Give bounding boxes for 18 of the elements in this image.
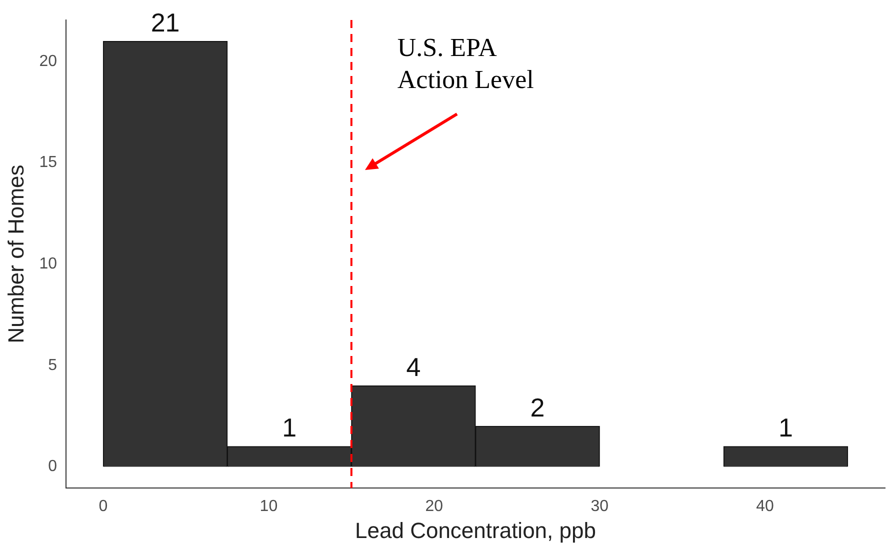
ref-line-label: U.S. EPA Action Level — [397, 32, 534, 94]
data-label: 2 — [530, 392, 545, 422]
y-tick-label: 5 — [48, 356, 58, 374]
x-tick-label: 20 — [425, 498, 444, 516]
x-tick-label: 30 — [590, 498, 609, 516]
data-label: 21 — [150, 7, 180, 38]
data-label: 4 — [406, 352, 421, 382]
data-label: 1 — [282, 412, 297, 443]
x-axis-title: Lead Concentration, ppb — [355, 518, 596, 543]
y-tick-label: 20 — [39, 52, 58, 70]
x-tick-label: 10 — [260, 498, 278, 516]
y-tick-label: 0 — [48, 458, 58, 476]
y-axis-title: Number of Homes — [3, 164, 28, 344]
data-label: 1 — [778, 412, 793, 443]
y-tick-label: 15 — [39, 154, 58, 172]
x-tick-label: 40 — [756, 498, 774, 516]
y-tick-label: 10 — [39, 256, 58, 273]
x-tick-label: 0 — [98, 498, 108, 516]
